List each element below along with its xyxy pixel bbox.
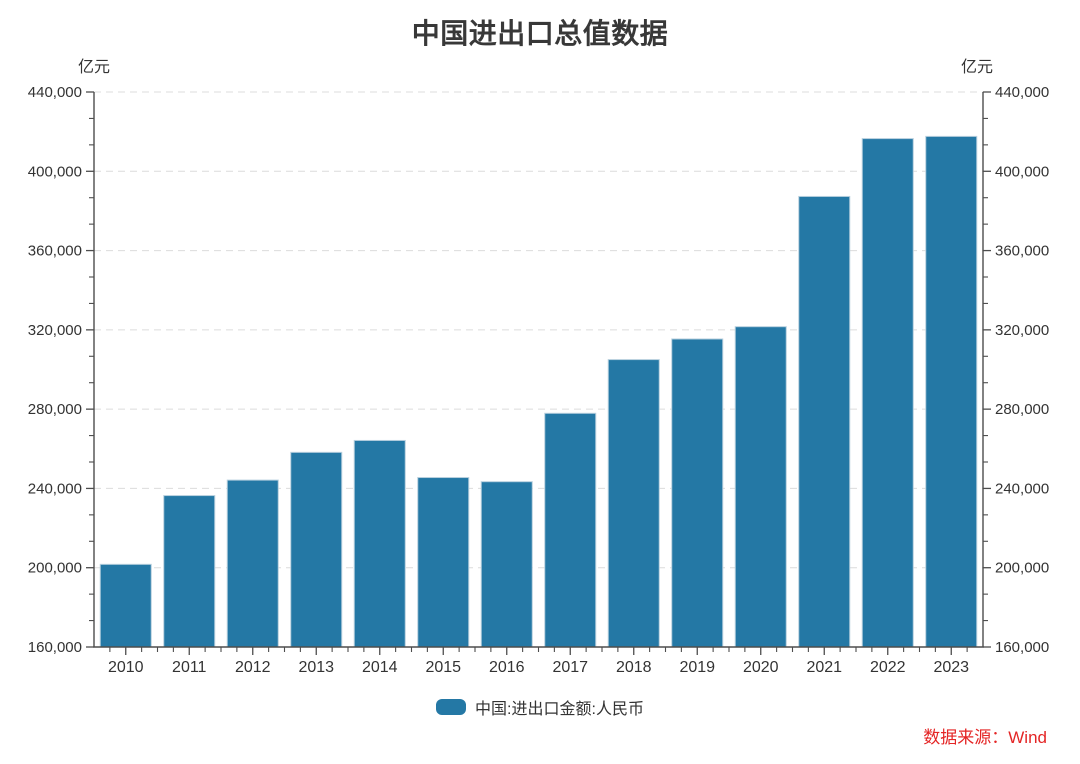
bar-2016 — [480, 481, 533, 648]
x-tick-label: 2018 — [616, 659, 652, 676]
y-tick-label-right: 320,000 — [995, 322, 1049, 339]
y-tick-label-right: 440,000 — [995, 84, 1049, 101]
y-tick-label-left: 200,000 — [28, 560, 82, 577]
y-tick-label-left: 400,000 — [28, 163, 82, 180]
x-tick-label: 2019 — [679, 659, 715, 676]
y-tick-label-right: 160,000 — [995, 639, 1049, 656]
bar-2014 — [353, 439, 406, 648]
bar-2019 — [671, 338, 724, 648]
bar-2013 — [290, 451, 343, 648]
y-tick-label-left: 360,000 — [28, 243, 82, 260]
y-tick-label-right: 200,000 — [995, 560, 1049, 577]
y-tick-label-left: 440,000 — [28, 84, 82, 101]
y-tick-label-right: 240,000 — [995, 480, 1049, 497]
bar-2012 — [226, 479, 279, 648]
y-tick-label-right: 400,000 — [995, 163, 1049, 180]
legend-label: 中国:进出口金额:人民币 — [475, 701, 644, 718]
chart-legend: 中国:进出口金额:人民币 — [0, 695, 1080, 719]
y-tick-label-left: 160,000 — [28, 639, 82, 656]
bar-2023 — [925, 135, 978, 648]
x-tick-label: 2020 — [743, 659, 779, 676]
bar-2010 — [99, 563, 152, 648]
x-tick-label: 2023 — [933, 659, 969, 676]
bar-2018 — [607, 359, 660, 648]
bar-2022 — [861, 138, 914, 648]
data-source-note: 数据来源：Wind — [923, 728, 1047, 747]
y-tick-label-left: 320,000 — [28, 322, 82, 339]
x-tick-label: 2021 — [806, 659, 842, 676]
x-tick-label: 2010 — [108, 659, 144, 676]
y-tick-label-left: 240,000 — [28, 480, 82, 497]
x-tick-label: 2017 — [552, 659, 588, 676]
y-axis-unit-left: 亿元 — [78, 59, 111, 76]
bar-2015 — [417, 477, 470, 648]
x-tick-label: 2013 — [298, 659, 334, 676]
x-tick-label: 2022 — [870, 659, 906, 676]
y-tick-label-right: 360,000 — [995, 243, 1049, 260]
bar-2020 — [734, 326, 787, 648]
chart-title: 中国进出口总值数据 — [411, 18, 669, 49]
x-tick-label: 2012 — [235, 659, 271, 676]
x-tick-label: 2016 — [489, 659, 525, 676]
bar-2017 — [544, 412, 597, 648]
x-tick-label: 2011 — [172, 659, 207, 676]
bar-2021 — [798, 195, 851, 648]
legend-swatch — [436, 699, 467, 715]
bar-2011 — [163, 495, 216, 648]
y-tick-label-right: 280,000 — [995, 401, 1049, 418]
y-tick-label-left: 280,000 — [28, 401, 82, 418]
y-axis-unit-right: 亿元 — [961, 59, 994, 76]
x-tick-label: 2014 — [362, 659, 398, 676]
x-tick-label: 2015 — [425, 659, 461, 676]
